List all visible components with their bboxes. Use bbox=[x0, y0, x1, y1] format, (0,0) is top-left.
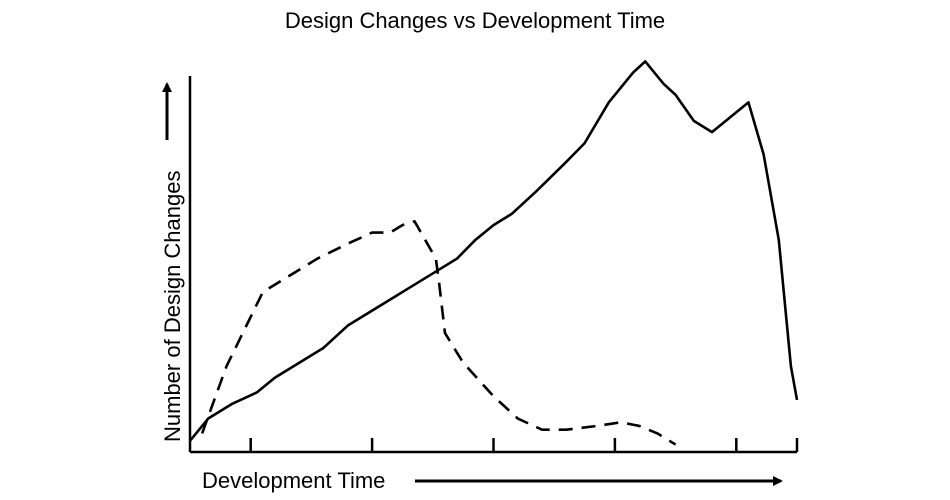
chart-title: Design Changes vs Development Time bbox=[284, 8, 666, 33]
series-line-dashed bbox=[200, 220, 677, 446]
series-group bbox=[188, 60, 799, 446]
series-line-solid bbox=[188, 60, 799, 442]
axes bbox=[188, 76, 799, 454]
x-axis-label: Development Time bbox=[202, 468, 385, 493]
y-axis-label: Number of Design Changes bbox=[160, 171, 185, 442]
x-axis-ticks bbox=[249, 438, 799, 452]
